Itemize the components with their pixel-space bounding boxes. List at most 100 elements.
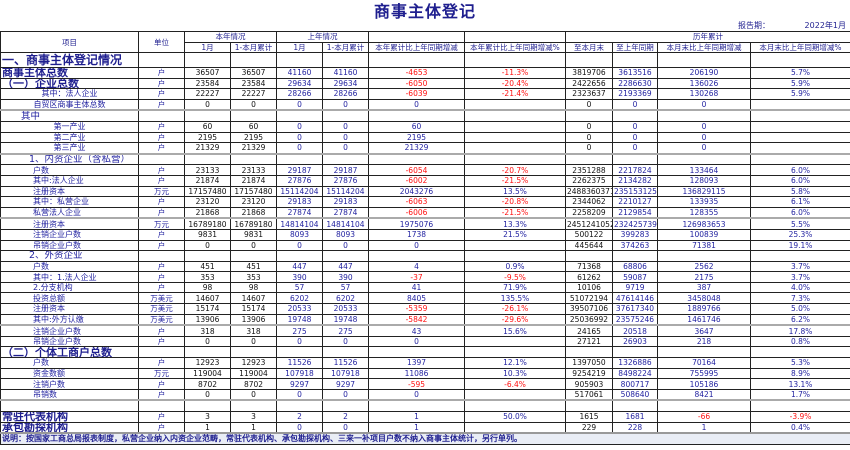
header-month: 1月 (184, 41, 231, 53)
report-period-label: 报告期： (738, 21, 770, 30)
cell-value: 1738 (368, 228, 465, 241)
row-unit: 户 (138, 357, 185, 369)
cell-value (464, 388, 566, 402)
cell-value: 6.2% (750, 313, 850, 327)
cell-value: 128093 (657, 174, 751, 187)
cell-value: -20.4% (464, 77, 566, 90)
cell-value (184, 399, 231, 413)
cell-value (565, 399, 613, 413)
row-unit: 户 (138, 421, 185, 434)
cell-value: 0 (322, 142, 369, 155)
table-row: （二）个体工商户总数 (0, 346, 850, 359)
cell-value: 228 (612, 421, 658, 434)
cell-value: 0 (276, 388, 323, 402)
cell-value: 5.5% (750, 217, 850, 230)
table-row: 其中：法人企业户 22227 22227 28266 28266 -6039 -21.4% 2… (0, 88, 850, 100)
row-unit: 户 (138, 239, 185, 252)
cell-value: 6.0% (750, 206, 850, 220)
cell-value: 2324257399 (612, 217, 658, 230)
row-unit: 户 (138, 271, 185, 283)
cell-value: 107918 (276, 367, 323, 380)
cell-value: 21.5% (464, 228, 566, 241)
row-label: 户数 (0, 164, 139, 176)
cell-value: 218 (657, 335, 751, 348)
cell-value: 12923 (230, 357, 277, 369)
row-unit: 户 (138, 281, 185, 294)
cell-value: 22227 (230, 88, 277, 100)
row-label: 私营法人企业 (0, 206, 139, 220)
cell-value: 15114204 (276, 185, 323, 198)
cell-value: 98 (184, 281, 231, 294)
cell-value (322, 52, 369, 68)
row-label: 一、商事主体登记情况 (0, 52, 139, 68)
row-label: 户数 (0, 260, 139, 273)
cell-value: 399283 (612, 228, 658, 241)
row-unit: 户 (138, 174, 185, 187)
row-label (0, 399, 139, 413)
cell-value: 100839 (657, 228, 751, 241)
cell-value (464, 346, 566, 359)
cell-value: 71.9% (464, 281, 566, 294)
cell-value: 23584 (184, 77, 231, 90)
cell-value: 15174 (230, 303, 277, 315)
cell-value: 41160 (322, 67, 369, 79)
cell-value: 13.5% (464, 185, 566, 198)
row-unit: 万元 (138, 367, 185, 380)
cell-value: 15114204 (322, 185, 369, 198)
table-row: 私营法人企业户 21868 21868 27874 27874 -6006 -21.5% 22… (0, 206, 850, 220)
cell-value (184, 250, 231, 262)
header-item: 项目 (0, 31, 139, 53)
cell-value: 2451241052 (565, 217, 613, 230)
cell-value: 0 (276, 335, 323, 348)
table-row: 户数户 23133 23133 29187 29187 -6054 -20.7% 235128… (0, 164, 850, 176)
cell-value: 318 (184, 324, 231, 337)
cell-value: 1.7% (750, 388, 850, 402)
cell-value: 98 (230, 281, 277, 294)
table-row: 注册资本 万元 16789180 16789180 14814104 14814104 19… (0, 217, 850, 230)
table-row: 户数户 451 451 447 447 4 0.9% 71368 68806 2562 3.7% (0, 260, 850, 273)
cell-value: 27121 (565, 335, 613, 348)
cell-value: 2193369 (612, 88, 658, 100)
row-unit: 户 (138, 120, 185, 133)
table-row: 注册资本 万元 17157480 17157480 15114204 15114204 20… (0, 185, 850, 198)
cell-value: -11.3% (464, 67, 566, 79)
cell-value: 51072194 (565, 292, 613, 305)
cell-value (565, 346, 613, 359)
cell-value (230, 399, 277, 413)
cell-value: 0 (657, 120, 751, 133)
cell-value: 9254219 (565, 367, 613, 380)
cell-value: 5.8% (750, 185, 850, 198)
table-row: 自贸区商事主体总数户 0 0 0 0 0 0 0 0 (0, 98, 850, 112)
cell-value: 0 (657, 98, 751, 112)
cell-value (750, 131, 850, 144)
row-unit: 万元 (138, 217, 185, 230)
cell-value (276, 250, 323, 262)
row-unit: 万美元 (138, 303, 185, 315)
cell-value: 0 (612, 120, 658, 133)
cell-value: 16789180 (184, 217, 231, 230)
cell-value (230, 52, 277, 68)
cell-value (184, 346, 231, 359)
cell-value: 26903 (612, 335, 658, 348)
cell-value (657, 346, 751, 359)
row-unit (138, 153, 185, 166)
cell-value: 0 (276, 239, 323, 252)
cell-value (750, 109, 850, 122)
header-empty (368, 31, 465, 43)
table-row: 第三产业户 21329 21329 0 0 21329 0 0 0 (0, 142, 850, 155)
row-label: 吊销企业户数 (0, 335, 139, 348)
cell-value: 2286630 (612, 77, 658, 90)
cell-value: 0 (368, 239, 465, 252)
cell-value: 130268 (657, 88, 751, 100)
table-row: 2、外资企业 (0, 250, 850, 262)
table-row: 吊销数户 0 0 0 0 0 517061 508640 8421 1.7% (0, 388, 850, 402)
row-label: 第二产业 (0, 131, 139, 144)
table-row: 其中：1.法人企业户 353 353 390 390 -37 -9.5% 61262 59087… (0, 271, 850, 283)
cell-value: 68806 (612, 260, 658, 273)
cell-value: 8702 (230, 378, 277, 390)
cell-value: 0 (184, 239, 231, 252)
row-unit: 万美元 (138, 313, 185, 327)
row-unit: 户 (138, 98, 185, 112)
cell-value: 1 (184, 421, 231, 434)
cell-value: 9297 (322, 378, 369, 390)
